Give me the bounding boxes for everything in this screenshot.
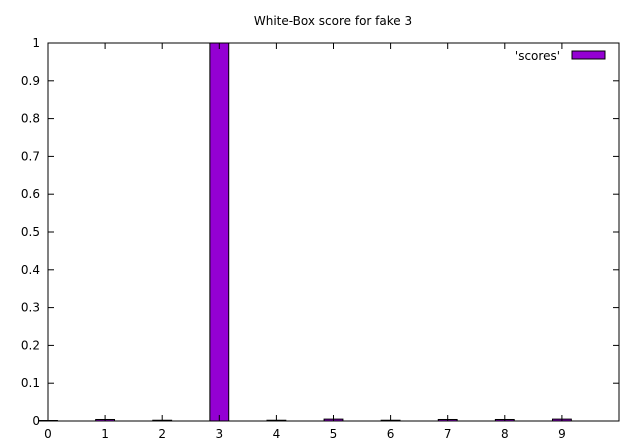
y-tick-label-3: 0.3 [21,301,40,315]
x-tick-label-1: 1 [101,427,109,441]
y-tick-label-6: 0.6 [21,187,40,201]
y-tick-label-0: 0 [32,414,40,428]
x-tick-label-4: 4 [273,427,281,441]
bar-3 [209,42,230,422]
x-tick-label-7: 7 [444,427,452,441]
x-tick-label-8: 8 [501,427,509,441]
legend-swatch [571,50,606,60]
y-tick-label-8: 0.8 [21,112,40,126]
axes-group: 0 0.1 0.2 0.3 0.4 0.5 0.6 0.7 0.8 0.9 1 0 1 2 3 4 5 6 7 8 9 [21,36,619,441]
x-tick-label-5: 5 [330,427,338,441]
x-tick-label-3: 3 [215,427,223,441]
x-tick-label-9: 9 [558,427,566,441]
legend: 'scores' [515,49,606,63]
y-tick-label-10: 1 [32,36,40,50]
x-tick-label-0: 0 [44,427,52,441]
y-tick-label-9: 0.9 [21,74,40,88]
y-tick-label-5: 0.5 [21,225,40,239]
y-tick-label-2: 0.2 [21,338,40,352]
chart-title: White-Box score for fake 3 [254,14,412,28]
y-tick-label-1: 0.1 [21,376,40,390]
y-tick-label-7: 0.7 [21,149,40,163]
legend-label: 'scores' [515,49,560,63]
bars-group [38,42,572,422]
x-tick-label-2: 2 [158,427,166,441]
plot-frame [47,42,620,422]
y-tick-label-4: 0.4 [21,263,40,277]
x-tick-label-6: 6 [387,427,395,441]
